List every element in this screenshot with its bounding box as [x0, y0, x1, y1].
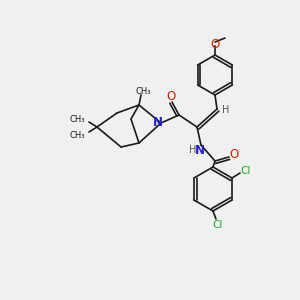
Text: N: N — [153, 116, 163, 130]
Text: Cl: Cl — [213, 220, 223, 230]
Text: CH₃: CH₃ — [135, 86, 151, 95]
Text: O: O — [210, 38, 220, 50]
Text: H: H — [222, 105, 230, 115]
Text: CH₃: CH₃ — [70, 130, 85, 140]
Text: H: H — [189, 145, 197, 155]
Text: Cl: Cl — [241, 166, 251, 176]
Text: O: O — [167, 89, 176, 103]
Text: N: N — [195, 143, 205, 157]
Text: CH₃: CH₃ — [70, 115, 85, 124]
Text: O: O — [230, 148, 238, 161]
